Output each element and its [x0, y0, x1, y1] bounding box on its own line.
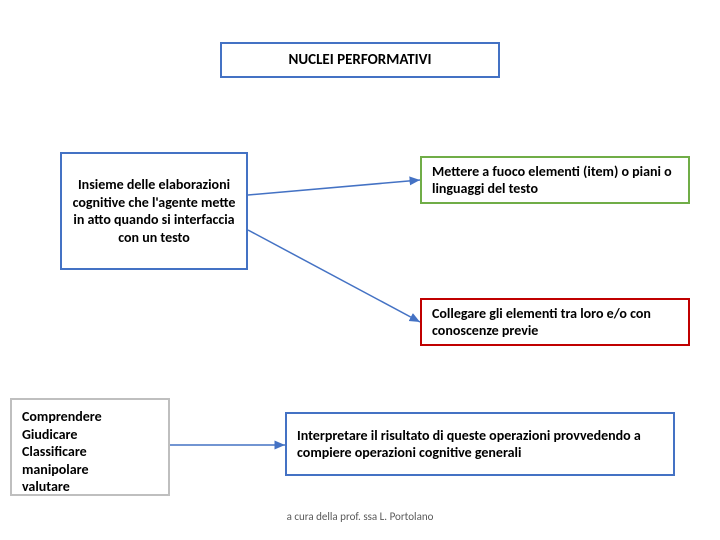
- red-label: Collegare gli elementi tra loro e/o con …: [432, 305, 678, 340]
- bottom-left-box: Comprendere Giudicare Classificare manip…: [10, 398, 170, 496]
- bottom-left-label: Comprendere Giudicare Classificare manip…: [22, 408, 102, 496]
- edge-left-red: [248, 230, 420, 322]
- bottom-right-box: Interpretare il risultato di queste oper…: [285, 412, 675, 476]
- title-box: NUCLEI PERFORMATIVI: [220, 42, 500, 78]
- green-label: Mettere a fuoco elementi (item) o piani …: [432, 163, 678, 198]
- green-box: Mettere a fuoco elementi (item) o piani …: [420, 156, 690, 204]
- edge-left-green: [248, 180, 420, 195]
- footer-text: a cura della prof. ssa L. Portolano: [0, 510, 720, 523]
- left-label: Insieme delle elaborazioni cognitive che…: [72, 176, 236, 246]
- bottom-right-label: Interpretare il risultato di queste oper…: [297, 427, 663, 462]
- footer-label: a cura della prof. ssa L. Portolano: [287, 510, 434, 523]
- red-box: Collegare gli elementi tra loro e/o con …: [420, 298, 690, 346]
- left-box: Insieme delle elaborazioni cognitive che…: [60, 152, 248, 270]
- title-label: NUCLEI PERFORMATIVI: [288, 51, 431, 70]
